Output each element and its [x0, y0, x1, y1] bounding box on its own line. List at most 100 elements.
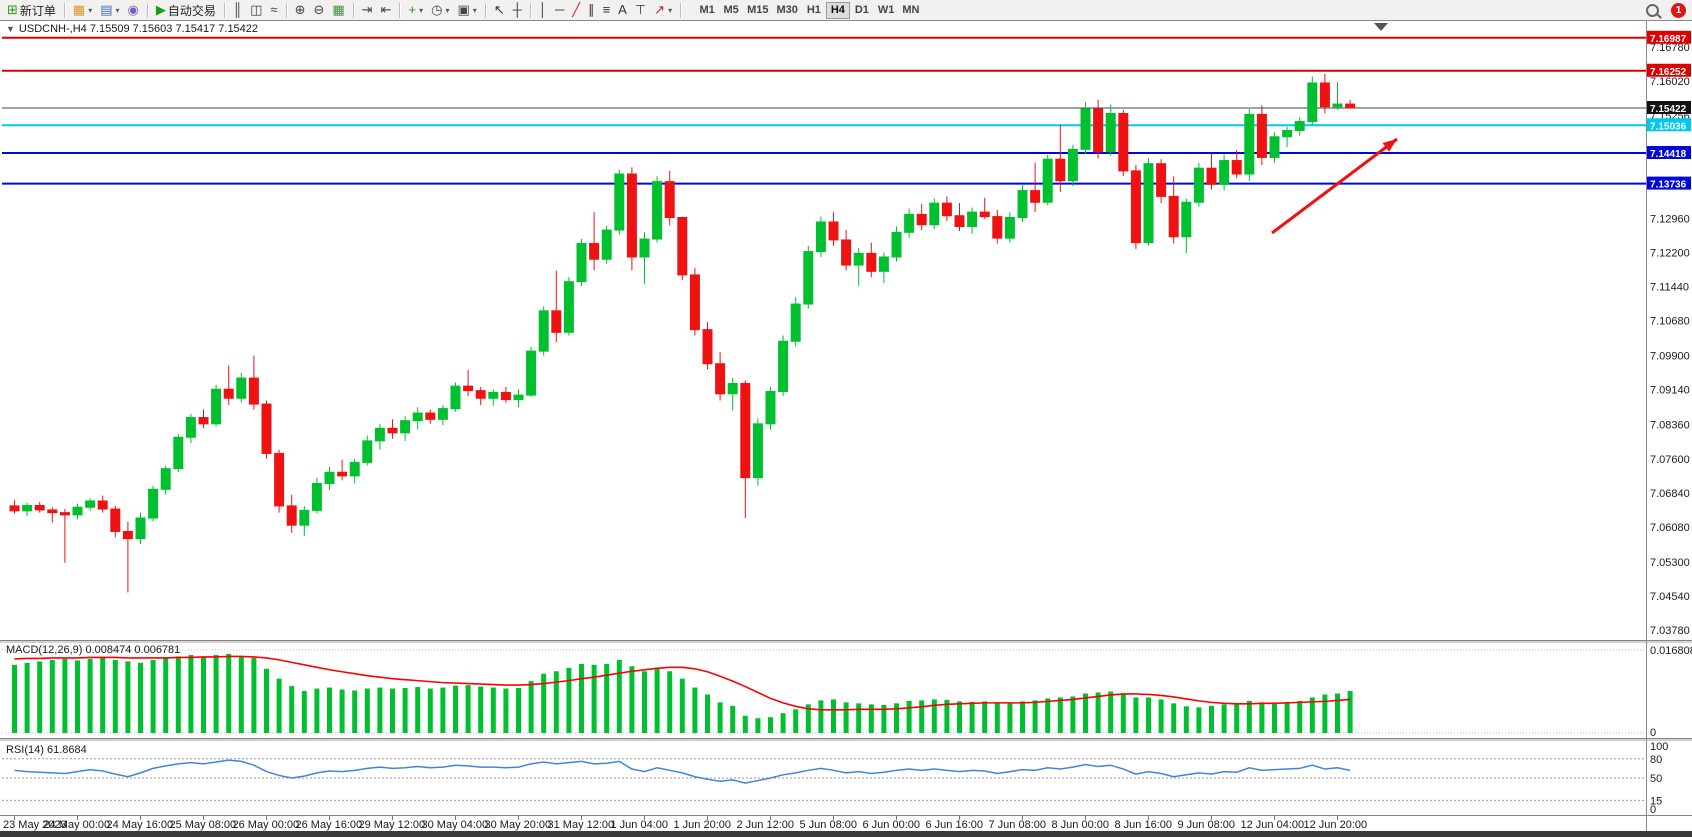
one-click-trading-icon[interactable]: ▼	[6, 24, 15, 34]
new-order-label: 新订单	[19, 3, 56, 18]
time-tick-label: 8 Jun 16:00	[1115, 819, 1173, 831]
profiles-button[interactable]: ▤ ▾	[96, 1, 123, 19]
bar-chart-button[interactable]: ║	[229, 1, 246, 19]
price-label: 7.16987	[1650, 34, 1687, 45]
toolbar-separator	[529, 2, 531, 18]
chart-shift-marker[interactable]	[1374, 23, 1388, 31]
charts-icon: ▦	[72, 2, 86, 17]
timeframe-m1-button[interactable]: M1	[695, 2, 719, 19]
indicators-icon: +	[408, 2, 417, 17]
text-label-button[interactable]: ⊤	[631, 1, 650, 19]
time-tick-label: 7 Jun 08:00	[989, 819, 1047, 831]
price-tick: 7.06840	[1650, 488, 1690, 500]
horizontal-line-button[interactable]: ─	[551, 1, 568, 19]
price-tick: 7.06080	[1650, 522, 1690, 534]
toolbar-separator	[680, 2, 682, 18]
trend-arrow[interactable]	[1271, 137, 1398, 235]
price-tick: 7.04540	[1650, 591, 1690, 603]
toolbar-right-group: 1	[1642, 1, 1692, 19]
autotrading-button[interactable]: ▶ 自动交易	[152, 1, 220, 19]
profiles-icon: ▤	[100, 2, 113, 17]
price-tick: 7.07600	[1650, 454, 1690, 466]
chart-title-text: USDCNH-,H4 7.15509 7.15603 7.15417 7.154…	[18, 23, 259, 35]
vertical-line-button[interactable]: │	[535, 1, 551, 19]
crosshair-button[interactable]: ┼	[509, 1, 526, 19]
cursor-button[interactable]: ↖	[490, 1, 509, 19]
panel-splitter-macd[interactable]	[0, 640, 1692, 644]
notification-badge[interactable]: 1	[1671, 2, 1686, 18]
fibonacci-icon: ≡	[602, 2, 611, 17]
equidistant-channel-button[interactable]: ∥	[584, 1, 599, 19]
toolbar-separator	[399, 2, 401, 18]
horizontal-line-icon: ─	[555, 2, 565, 17]
chart-shift-icon: ⇤	[380, 2, 392, 17]
arrows-icon: ↗	[654, 2, 666, 17]
line-chart-button[interactable]: ≈	[266, 1, 281, 19]
toolbar-separator	[484, 2, 486, 18]
timeframe-m30-button[interactable]: M30	[772, 2, 801, 19]
candlestick-chart-button[interactable]: ◫	[246, 1, 266, 19]
text-button[interactable]: A	[614, 1, 631, 19]
time-tick-label: 8 Jun 00:00	[1052, 819, 1110, 831]
macd-title: MACD(12,26,9) 0.008474 0.006781	[6, 644, 181, 656]
toolbar-separator	[63, 2, 65, 18]
indicators-button[interactable]: + ▾	[404, 1, 427, 19]
price-axis-divider	[1646, 20, 1647, 832]
price-tick: 7.09140	[1650, 385, 1690, 397]
candlestick-chart-icon: ◫	[250, 2, 263, 17]
dropdown-caret-icon: ▾	[88, 5, 93, 15]
templates-button[interactable]: ▣ ▾	[453, 1, 480, 19]
time-tick-label: 6 Jun 16:00	[926, 819, 984, 831]
zoom-out-button[interactable]: ⊖	[309, 1, 328, 19]
auto-scroll-button[interactable]: ⇥	[358, 1, 377, 19]
search-icon	[1646, 3, 1659, 17]
tile-windows-button[interactable]: ▦	[328, 1, 348, 19]
autotrading-icon: ▶	[155, 2, 166, 17]
chart-shift-button[interactable]: ⇤	[377, 1, 396, 19]
time-tick-label: 23 May 2023	[3, 819, 67, 831]
timeframe-h4-button[interactable]: H4	[825, 1, 850, 19]
time-tick-label: 9 Jun 08:00	[1178, 819, 1236, 831]
macd-indicator: 0.016808 0	[2, 645, 1692, 739]
tile-windows-icon: ▦	[332, 2, 345, 17]
svg-text:0.016808: 0.016808	[1650, 645, 1692, 657]
panel-splitter-rsi[interactable]	[0, 738, 1692, 742]
rsi-scale-label: 100	[1650, 741, 1668, 753]
timeframe-m5-button[interactable]: M5	[719, 2, 743, 19]
toolbar-separator	[285, 2, 287, 18]
zoom-in-button[interactable]: ⊕	[291, 1, 310, 19]
time-tick-label: 26 May 16:00	[296, 819, 363, 831]
periods-icon: ◷	[431, 2, 443, 17]
search-button[interactable]	[1642, 1, 1663, 19]
time-tick-label: 24 May 16:00	[107, 819, 174, 831]
price-axis[interactable]: 7.167807.160207.152567.145007.137407.129…	[1647, 30, 1691, 637]
charts-button[interactable]: ▦ ▾	[69, 1, 96, 19]
notification-count: 1	[1675, 4, 1682, 16]
price-tick: 7.11440	[1650, 282, 1689, 294]
periods-button[interactable]: ◷ ▾	[427, 1, 453, 19]
dropdown-caret-icon: ▾	[115, 5, 120, 15]
new-order-button[interactable]: ⊞ 新订单	[3, 1, 60, 19]
window-bottom-edge	[0, 831, 1692, 837]
price-tick: 7.10680	[1650, 316, 1690, 328]
market-watch-button[interactable]: ◉	[124, 1, 143, 19]
timeframe-mn-button[interactable]: MN	[898, 2, 923, 19]
horizontal-lines[interactable]	[2, 36, 1646, 185]
price-tick: 7.12200	[1650, 247, 1690, 259]
timeframe-h1-button[interactable]: H1	[802, 2, 826, 19]
time-tick-label: 6 Jun 00:00	[863, 819, 921, 831]
timeframe-d1-button[interactable]: D1	[850, 2, 874, 19]
autotrading-label: 自动交易	[167, 3, 216, 18]
price-tick: 7.16020	[1650, 76, 1690, 88]
arrows-button[interactable]: ↗ ▾	[650, 1, 676, 19]
trendline-button[interactable]: ╱	[568, 1, 584, 19]
cursor-icon: ↖	[493, 2, 505, 17]
timeframe-w1-button[interactable]: W1	[874, 2, 899, 19]
fibonacci-button[interactable]: ≡	[599, 1, 615, 19]
timeframe-m15-button[interactable]: M15	[743, 2, 772, 19]
zoom-out-icon: ⊖	[313, 2, 325, 17]
text-icon: A	[618, 2, 627, 17]
